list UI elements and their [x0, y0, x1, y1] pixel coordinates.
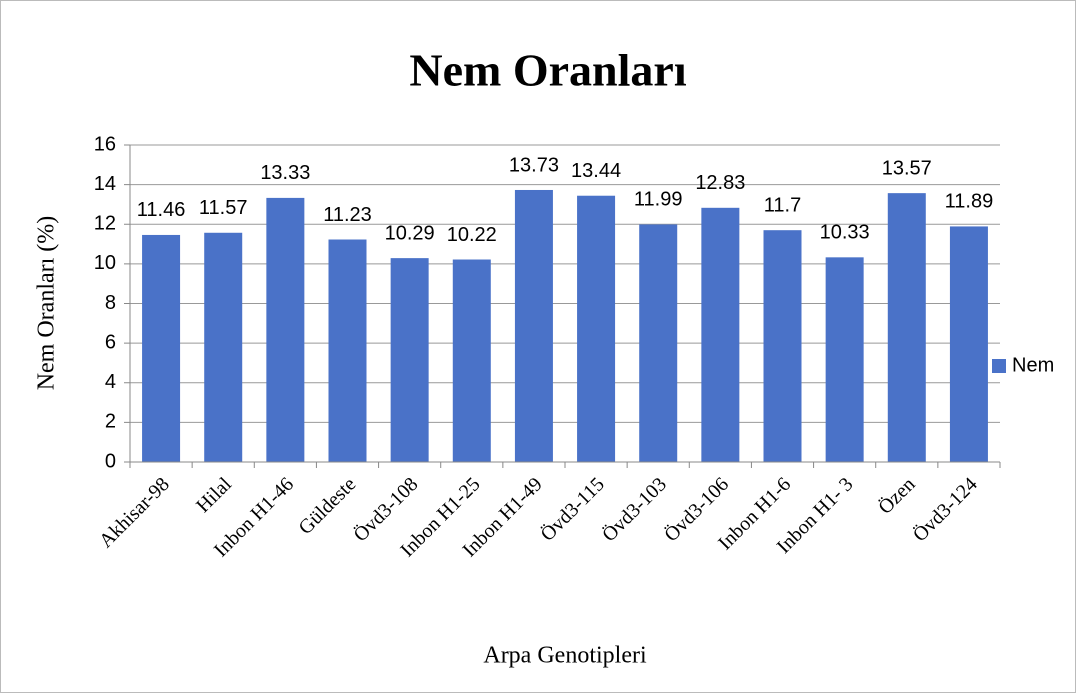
value-label: 10.33 — [820, 222, 870, 244]
value-label: 13.33 — [260, 162, 310, 184]
legend-swatch — [992, 359, 1006, 373]
value-label: 11.57 — [199, 197, 248, 219]
value-label: 10.22 — [447, 224, 497, 246]
bar — [142, 234, 181, 462]
chart-title: Nem Oranları — [409, 45, 686, 96]
bar — [577, 195, 616, 462]
bar — [949, 226, 988, 462]
y-tick-label: 6 — [105, 331, 116, 353]
bar — [701, 207, 740, 462]
value-label: 13.57 — [882, 157, 932, 179]
bar — [266, 197, 305, 463]
bar — [328, 239, 367, 462]
bar — [204, 232, 243, 462]
value-label: 12.83 — [695, 172, 745, 194]
legend-label: Nem — [1012, 354, 1054, 376]
y-tick-label: 8 — [105, 292, 116, 314]
value-label: 13.44 — [571, 160, 621, 182]
bar — [514, 189, 553, 463]
y-tick-label: 2 — [105, 411, 116, 433]
y-tick-label: 10 — [94, 252, 116, 274]
value-label: 11.46 — [137, 199, 186, 221]
bar — [452, 259, 491, 462]
bar — [887, 193, 926, 462]
y-tick-label: 0 — [105, 450, 116, 472]
x-axis-label: Arpa Genotipleri — [483, 643, 647, 669]
bar — [639, 224, 678, 462]
value-label: 11.23 — [323, 204, 372, 226]
bar — [763, 230, 802, 462]
y-tick-label: 14 — [94, 173, 116, 195]
bar — [825, 257, 864, 462]
y-axis-label: Nem Oranları (%) — [34, 216, 60, 391]
value-label: 10.29 — [385, 222, 435, 244]
value-label: 13.73 — [509, 154, 559, 176]
value-label: 11.7 — [764, 194, 801, 216]
y-tick-label: 12 — [94, 213, 116, 235]
y-tick-label: 4 — [105, 371, 116, 393]
bar — [390, 258, 429, 462]
value-label: 11.99 — [634, 189, 683, 211]
value-label: 11.89 — [945, 191, 994, 213]
y-tick-label: 16 — [94, 133, 116, 155]
